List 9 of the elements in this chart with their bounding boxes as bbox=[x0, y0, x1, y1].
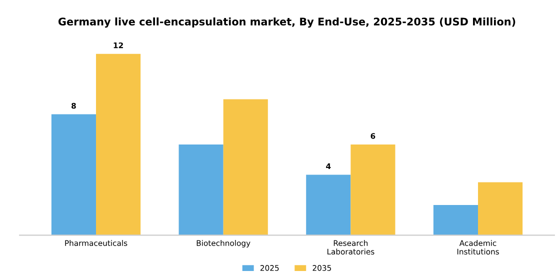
bar bbox=[478, 182, 523, 236]
bar bbox=[223, 99, 268, 236]
chart-title: Germany live cell-encapsulation market, By End-Use, 2025-2035 (USD Million) bbox=[58, 17, 516, 28]
bar bbox=[96, 54, 141, 236]
bar bbox=[306, 174, 351, 236]
bar bbox=[51, 114, 96, 236]
bar bbox=[433, 204, 478, 236]
bar bbox=[350, 144, 396, 236]
bar bbox=[178, 144, 224, 236]
